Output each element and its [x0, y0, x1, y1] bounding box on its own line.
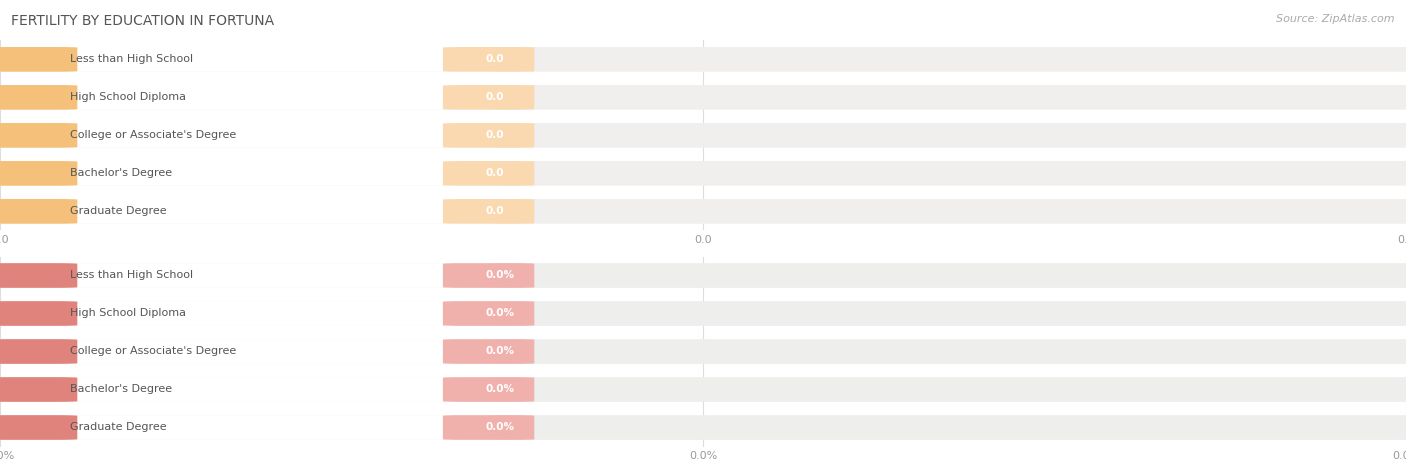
Text: Source: ZipAtlas.com: Source: ZipAtlas.com	[1277, 14, 1395, 24]
FancyBboxPatch shape	[0, 85, 499, 110]
FancyBboxPatch shape	[443, 123, 534, 148]
FancyBboxPatch shape	[0, 415, 1406, 440]
FancyBboxPatch shape	[443, 47, 534, 72]
FancyBboxPatch shape	[0, 377, 77, 402]
FancyBboxPatch shape	[443, 161, 534, 186]
FancyBboxPatch shape	[0, 263, 1406, 288]
FancyBboxPatch shape	[0, 47, 77, 72]
Text: FERTILITY BY EDUCATION IN FORTUNA: FERTILITY BY EDUCATION IN FORTUNA	[11, 14, 274, 28]
FancyBboxPatch shape	[0, 123, 77, 148]
FancyBboxPatch shape	[0, 123, 499, 148]
FancyBboxPatch shape	[0, 301, 499, 326]
FancyBboxPatch shape	[0, 301, 77, 326]
FancyBboxPatch shape	[0, 85, 77, 110]
Text: High School Diploma: High School Diploma	[70, 92, 187, 103]
Text: 0.0%: 0.0%	[485, 270, 515, 281]
FancyBboxPatch shape	[0, 199, 1406, 224]
Text: Bachelor's Degree: Bachelor's Degree	[70, 384, 173, 395]
Text: 0.0%: 0.0%	[485, 422, 515, 433]
Text: High School Diploma: High School Diploma	[70, 308, 187, 319]
FancyBboxPatch shape	[0, 161, 77, 186]
FancyBboxPatch shape	[0, 161, 1406, 186]
FancyBboxPatch shape	[0, 415, 77, 440]
Text: 0.0: 0.0	[485, 54, 503, 65]
Text: Graduate Degree: Graduate Degree	[70, 422, 167, 433]
FancyBboxPatch shape	[0, 263, 499, 288]
Text: Graduate Degree: Graduate Degree	[70, 206, 167, 217]
Text: Less than High School: Less than High School	[70, 54, 194, 65]
FancyBboxPatch shape	[443, 339, 534, 364]
Text: College or Associate's Degree: College or Associate's Degree	[70, 130, 236, 141]
Text: 0.0: 0.0	[485, 168, 503, 179]
FancyBboxPatch shape	[0, 301, 1406, 326]
FancyBboxPatch shape	[443, 415, 534, 440]
Text: 0.0: 0.0	[485, 130, 503, 141]
Text: 0.0: 0.0	[485, 206, 503, 217]
FancyBboxPatch shape	[0, 123, 1406, 148]
Text: Less than High School: Less than High School	[70, 270, 194, 281]
FancyBboxPatch shape	[443, 199, 534, 224]
FancyBboxPatch shape	[0, 263, 77, 288]
FancyBboxPatch shape	[0, 415, 499, 440]
Text: College or Associate's Degree: College or Associate's Degree	[70, 346, 236, 357]
Text: 0.0: 0.0	[485, 92, 503, 103]
FancyBboxPatch shape	[0, 47, 1406, 72]
FancyBboxPatch shape	[0, 199, 499, 224]
FancyBboxPatch shape	[443, 263, 534, 288]
FancyBboxPatch shape	[0, 339, 1406, 364]
FancyBboxPatch shape	[0, 47, 499, 72]
FancyBboxPatch shape	[0, 85, 1406, 110]
FancyBboxPatch shape	[443, 85, 534, 110]
FancyBboxPatch shape	[0, 339, 499, 364]
Text: 0.0%: 0.0%	[485, 346, 515, 357]
FancyBboxPatch shape	[443, 377, 534, 402]
Text: 0.0%: 0.0%	[485, 308, 515, 319]
FancyBboxPatch shape	[443, 301, 534, 326]
Text: 0.0%: 0.0%	[485, 384, 515, 395]
Text: Bachelor's Degree: Bachelor's Degree	[70, 168, 173, 179]
FancyBboxPatch shape	[0, 339, 77, 364]
FancyBboxPatch shape	[0, 377, 1406, 402]
FancyBboxPatch shape	[0, 377, 499, 402]
FancyBboxPatch shape	[0, 161, 499, 186]
FancyBboxPatch shape	[0, 199, 77, 224]
